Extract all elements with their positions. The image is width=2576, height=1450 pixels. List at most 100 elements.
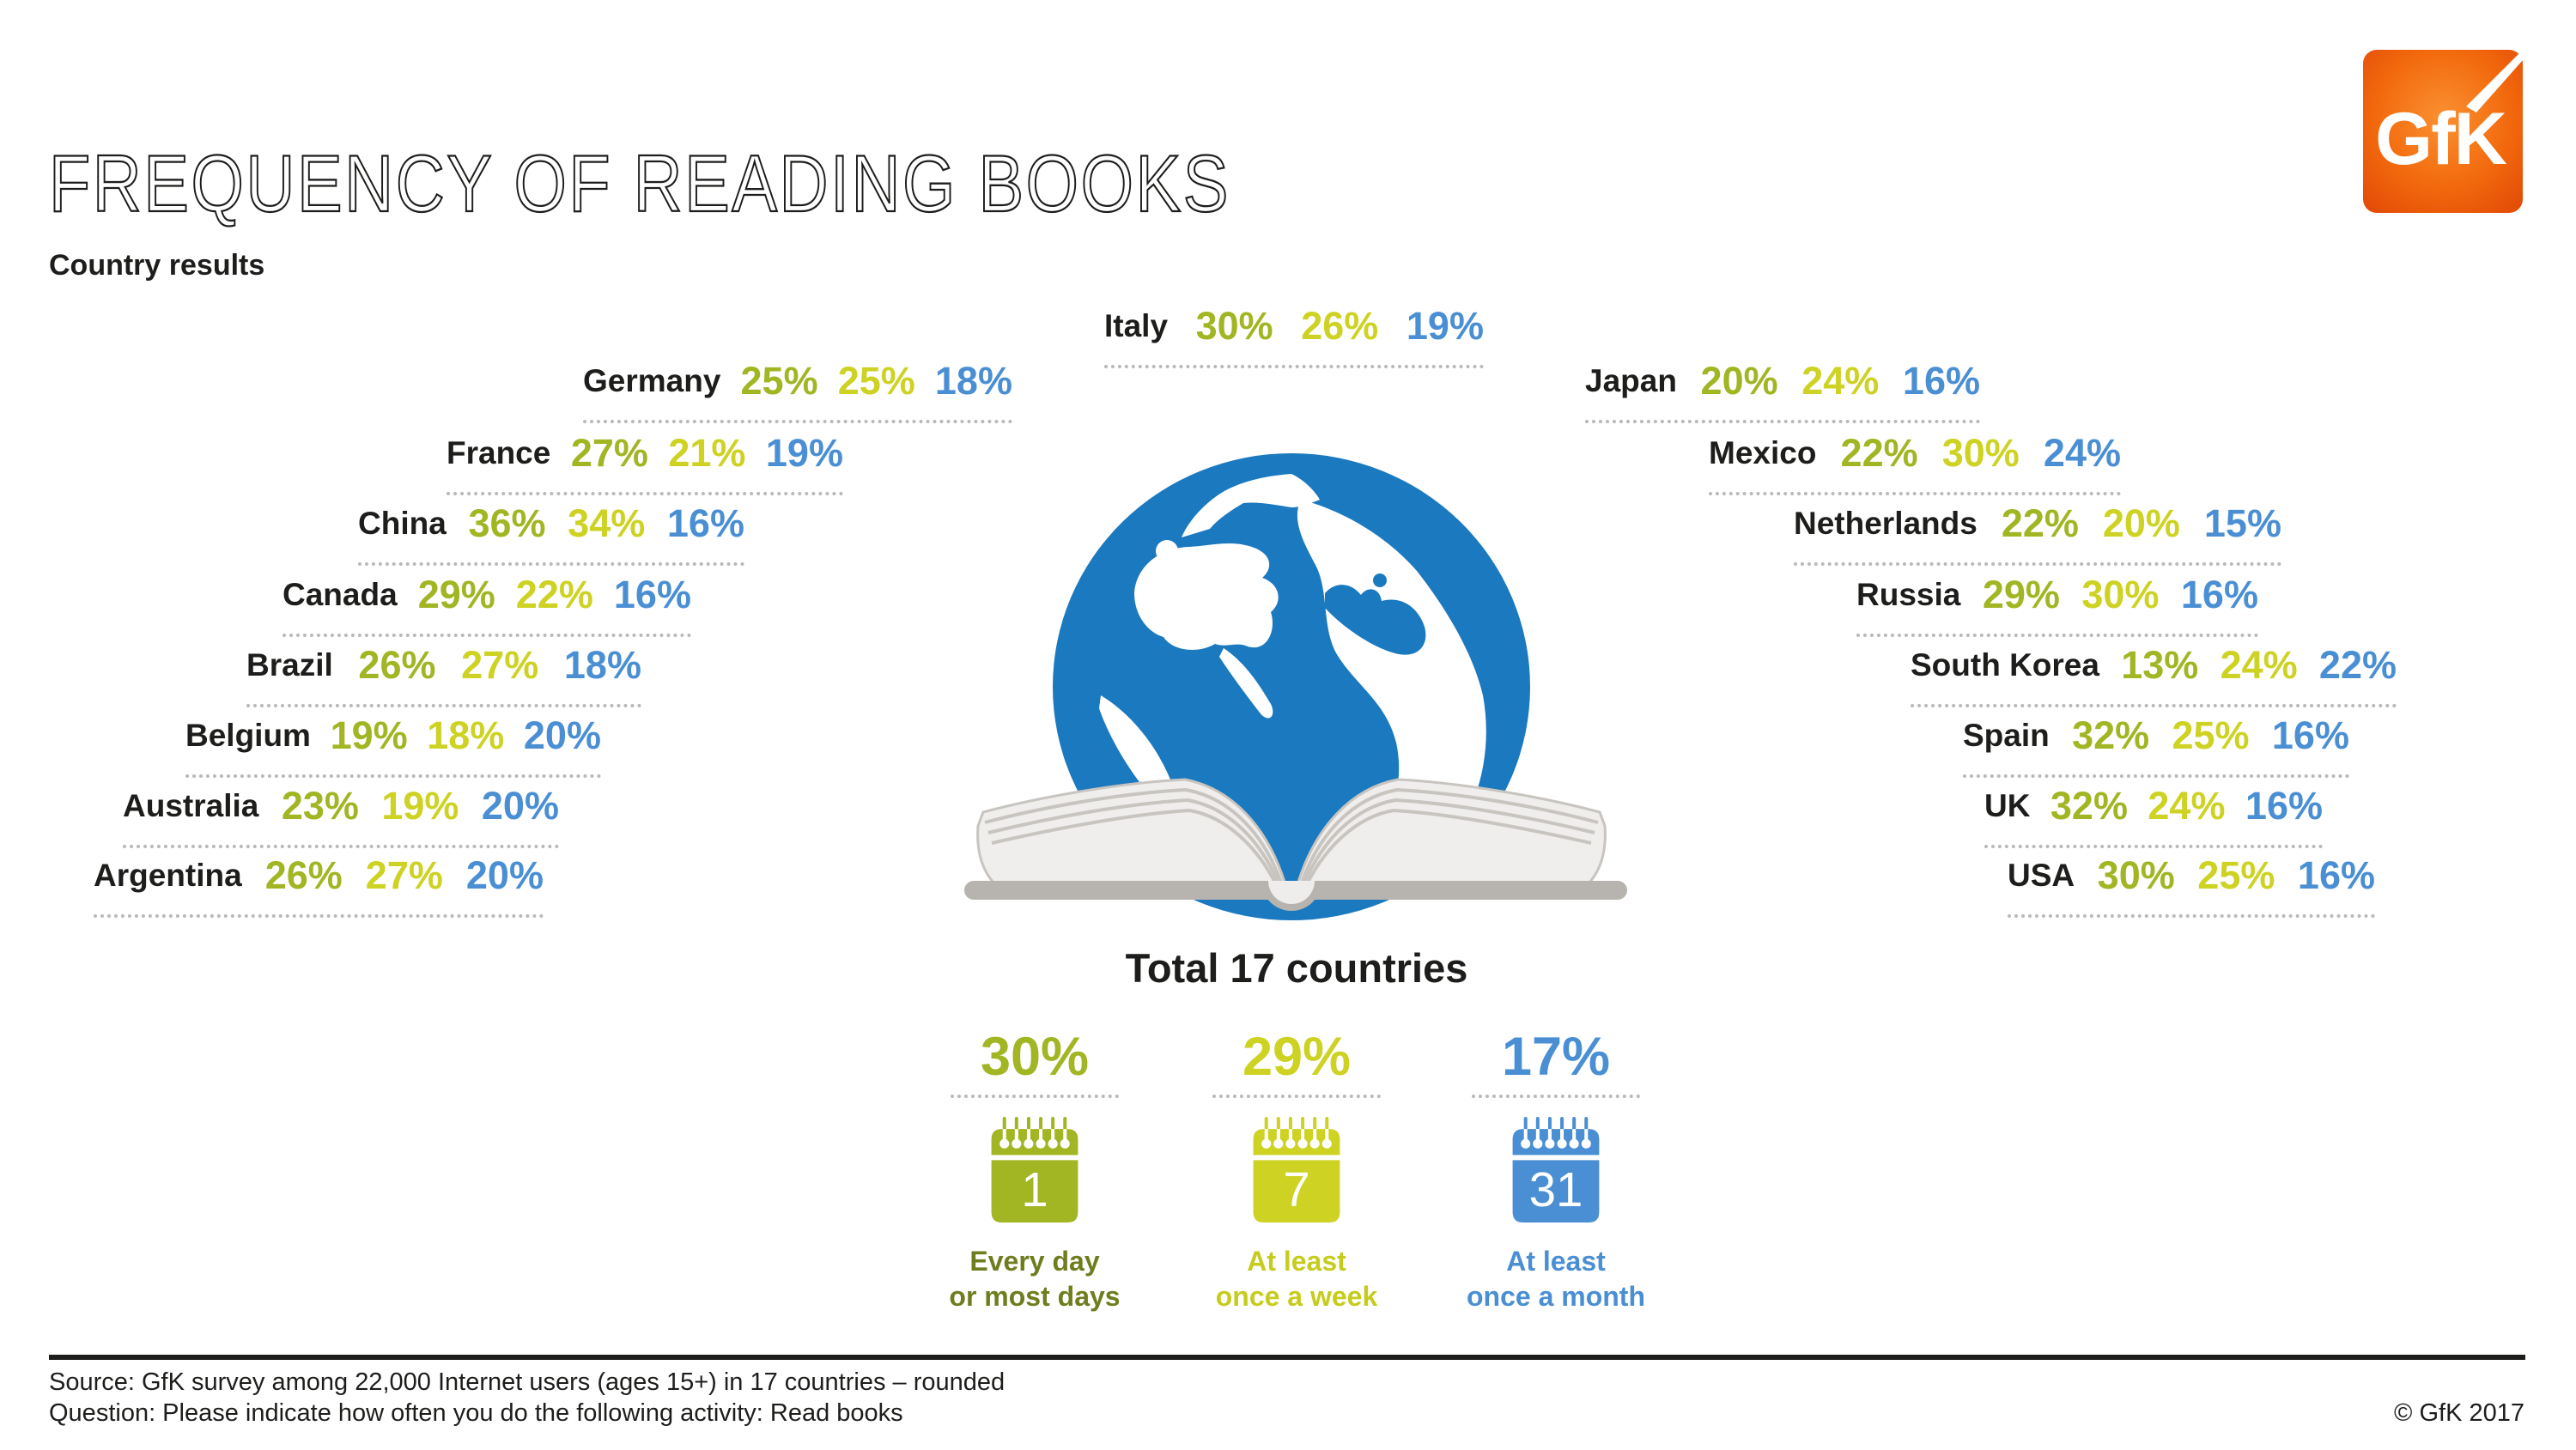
value-once-month: 16% xyxy=(2180,573,2258,616)
country-row: Australia 23% 19% 20% xyxy=(123,767,559,848)
country-label: Australia xyxy=(123,788,259,823)
total-pct: 29% xyxy=(1242,1027,1352,1087)
value-every-day: 26% xyxy=(264,853,343,897)
country-row: Brazil 26% 27% 18% xyxy=(246,627,641,707)
country-row: Canada 29% 22% 16% xyxy=(283,556,691,637)
total-label-line2: once a month xyxy=(1466,1281,1645,1312)
value-once-week: 27% xyxy=(365,853,443,897)
dotted-separator xyxy=(1472,1095,1640,1098)
value-once-week: 24% xyxy=(2220,643,2298,687)
value-once-month: 16% xyxy=(666,501,744,545)
gfk-logo-icon: GfK xyxy=(2363,50,2523,213)
total-col-once-month: 17% 31 At least once a month xyxy=(1449,1026,1663,1314)
country-label: Spain xyxy=(1963,718,2050,753)
country-label: France xyxy=(447,435,551,470)
value-once-week: 24% xyxy=(2148,784,2226,828)
total-pct: 17% xyxy=(1501,1027,1611,1087)
footer-rule xyxy=(49,1355,2525,1360)
country-label: Netherlands xyxy=(1794,506,1978,541)
value-once-month: 16% xyxy=(2297,853,2375,897)
value-once-month: 24% xyxy=(2043,431,2121,475)
country-label: Argentina xyxy=(94,858,242,893)
value-every-day: 13% xyxy=(2121,643,2199,687)
value-once-week: 19% xyxy=(381,784,459,828)
country-row: Japan 20% 24% 16% xyxy=(1585,343,1980,423)
value-every-day: 30% xyxy=(2097,853,2175,897)
value-once-month: 16% xyxy=(2245,784,2323,828)
value-once-month: 19% xyxy=(1406,304,1484,348)
country-row: Argentina 26% 27% 20% xyxy=(94,837,544,918)
total-col-once-week: 29% 7 At least once a week xyxy=(1189,1026,1404,1314)
logo-text: GfK xyxy=(2375,98,2507,180)
value-every-day: 32% xyxy=(2050,784,2128,828)
total-heading: Total 17 countries xyxy=(1125,945,1468,991)
country-label: Italy xyxy=(1104,308,1169,343)
value-once-month: 20% xyxy=(465,853,544,897)
value-every-day: 27% xyxy=(570,431,648,475)
value-every-day: 22% xyxy=(1840,431,1918,475)
value-once-week: 24% xyxy=(1801,359,1880,403)
country-label: Japan xyxy=(1585,363,1677,398)
calendar-number: 1 xyxy=(1021,1162,1048,1216)
value-every-day: 29% xyxy=(1982,573,2060,616)
value-once-week: 20% xyxy=(2102,501,2180,545)
value-once-week: 34% xyxy=(568,501,646,545)
value-every-day: 36% xyxy=(468,501,546,545)
value-once-month: 16% xyxy=(1902,359,1980,403)
total-label-line2: or most days xyxy=(949,1281,1121,1312)
total-label-line2: once a week xyxy=(1215,1281,1378,1312)
page-title: FREQUENCY OF READING BOOKS xyxy=(48,137,1230,229)
value-once-week: 26% xyxy=(1301,304,1379,348)
value-once-week: 25% xyxy=(2172,713,2250,757)
value-every-day: 29% xyxy=(417,573,495,616)
value-once-week: 25% xyxy=(2197,853,2275,897)
globe-book-icon xyxy=(964,453,1627,920)
value-once-week: 18% xyxy=(427,713,505,757)
value-once-month: 22% xyxy=(2318,643,2397,687)
country-label: Germany xyxy=(583,363,721,398)
country-row: Italy 30% 26% 19% xyxy=(1104,288,1484,368)
calendar-icon: 7 xyxy=(1253,1117,1340,1222)
dotted-separator xyxy=(1212,1095,1381,1098)
value-once-month: 20% xyxy=(523,713,601,757)
value-once-month: 18% xyxy=(563,643,641,687)
value-every-day: 20% xyxy=(1700,359,1778,403)
value-once-week: 25% xyxy=(837,359,915,403)
copyright-text: © GfK 2017 xyxy=(2394,1399,2524,1427)
value-once-month: 19% xyxy=(765,431,843,475)
country-label: Mexico xyxy=(1709,435,1817,470)
total-label: At least once a week xyxy=(1189,1244,1404,1314)
country-label: Canada xyxy=(283,577,398,612)
value-once-week: 27% xyxy=(461,643,539,687)
country-row: Germany 25% 25% 18% xyxy=(583,343,1012,423)
total-pct: 30% xyxy=(980,1027,1090,1087)
value-every-day: 32% xyxy=(2072,713,2150,757)
calendar-number: 31 xyxy=(1529,1162,1583,1216)
country-label: South Korea xyxy=(1911,647,2099,683)
total-label: Every day or most days xyxy=(927,1244,1142,1314)
value-every-day: 19% xyxy=(330,713,408,757)
country-row: UK 32% 24% 16% xyxy=(1984,767,2323,848)
calendar-number: 7 xyxy=(1283,1162,1309,1216)
country-row: South Korea 13% 24% 22% xyxy=(1911,627,2397,707)
country-label: USA xyxy=(2008,858,2075,893)
calendar-icon: 1 xyxy=(991,1117,1078,1222)
value-once-month: 18% xyxy=(934,359,1012,403)
country-row: Netherlands 22% 20% 15% xyxy=(1794,485,2281,566)
country-row: Russia 29% 30% 16% xyxy=(1856,556,2258,637)
total-label-line1: Every day xyxy=(969,1246,1100,1277)
value-every-day: 25% xyxy=(740,359,818,403)
country-label: Belgium xyxy=(185,718,311,753)
value-once-week: 22% xyxy=(515,573,593,616)
question-text: Question: Please indicate how often you … xyxy=(49,1399,903,1427)
country-row: China 36% 34% 16% xyxy=(358,485,744,566)
total-label-line1: At least xyxy=(1506,1246,1606,1277)
value-once-month: 15% xyxy=(2203,501,2281,545)
value-once-week: 30% xyxy=(1941,431,2020,475)
value-every-day: 23% xyxy=(281,784,359,828)
country-row: Spain 32% 25% 16% xyxy=(1963,697,2349,778)
total-col-every-day: 30% 1 Every day or most days xyxy=(927,1026,1142,1314)
value-once-week: 21% xyxy=(668,431,746,475)
